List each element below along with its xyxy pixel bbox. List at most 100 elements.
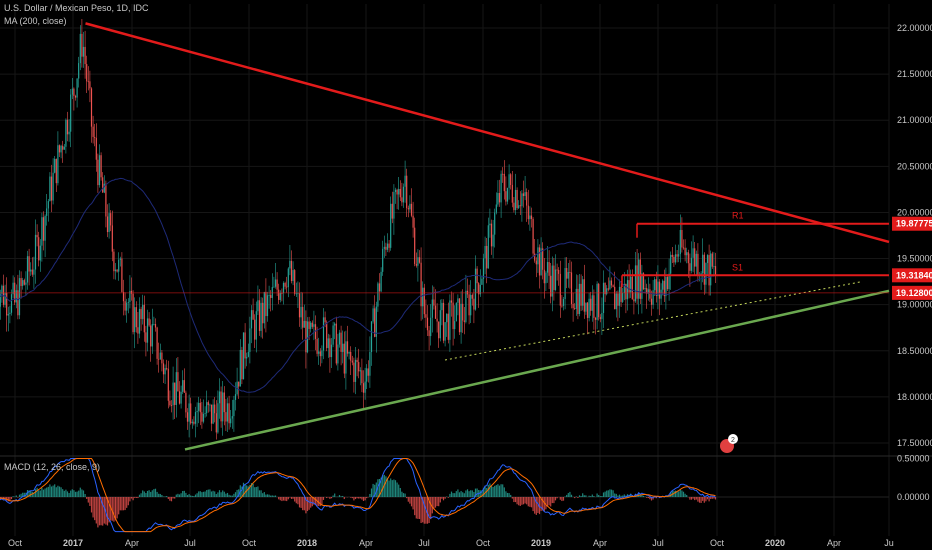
macd-histogram-bar [612,490,614,497]
macd-histogram-bar [524,497,526,504]
macd-tick-label: 0.00000 [897,492,930,502]
macd-histogram-bar [12,496,14,497]
dotted-trendline [444,281,863,361]
candle-body [378,283,381,292]
candle-body [214,404,216,414]
candle-body [545,272,547,284]
candle-body [583,279,585,312]
candle-body [199,402,201,413]
candle-body [153,324,155,325]
candle-body [239,349,241,387]
macd-histogram-bar [615,493,617,497]
macd-histogram-bar [308,497,310,510]
macd-histogram-bar [41,487,43,497]
candle-body [324,317,326,323]
macd-histogram-bar [298,497,301,508]
macd-histogram-bar [228,494,230,497]
candle-body [439,310,441,339]
time-tick-label: 2019 [531,538,551,548]
macd-histogram-bar [290,497,293,499]
macd-histogram-bar [545,497,547,510]
macd-histogram-bar [18,494,21,497]
candle-body [598,283,600,318]
candle-body [33,269,35,275]
time-tick-label: 2018 [297,538,317,548]
candle-body [70,94,72,132]
macd-histogram-bar [510,494,512,497]
macd-histogram-bar [207,489,209,497]
macd-histogram-bar [476,488,478,497]
macd-histogram-bar [161,494,163,497]
time-axis[interactable]: Oct 2017 Apr Jul Oct 2018 Apr Jul Oct 2019 Apr Jul O… [8,538,894,548]
macd-histogram-bar [457,489,459,497]
event-badge[interactable]: 2 [720,434,738,453]
macd-histogram-bar [167,497,169,499]
candle-body [172,382,174,406]
candle-body [354,359,357,382]
macd-histogram-bar [578,495,581,497]
macd-histogram-bar [503,487,505,497]
price-tag-box [892,268,932,283]
macd-histogram-bar [54,484,56,497]
candle-body [578,283,581,315]
candle-body [234,394,237,400]
candle-body [302,306,304,328]
candle-body [454,321,456,330]
candle-body [41,217,43,246]
macd-histogram-bar [340,496,342,497]
time-tick-label: 2020 [765,538,785,548]
macd-histogram-bar [137,497,139,499]
macd-histogram-bar [482,488,485,497]
macd-histogram-bar [263,492,265,497]
horizontal-levels[interactable]: R1 S1 [0,211,889,294]
macd-histogram-bar [20,493,22,497]
macd-histogram-bar [535,497,537,515]
candle-body [209,404,211,406]
candle-body [575,288,577,309]
candle-body [340,332,342,352]
r1-label: R1 [732,211,744,221]
macd-histogram-bar [119,497,121,511]
candle-body [306,321,309,353]
macd-histogram-bar [118,497,120,515]
price-axis[interactable]: 22.00000 21.50000 21.00000 20.50000 20.00000… [892,23,932,502]
macd-histogram-bar [386,477,389,497]
macd-histogram-bar [169,497,171,501]
time-tick-label: Oct [710,538,725,548]
macd-histogram-bar [359,497,361,499]
candle-body [641,273,643,299]
candle-body [602,282,605,313]
candle-body [254,319,256,340]
candle-body [6,292,8,316]
macd-histogram-bar [618,494,621,497]
macd-histogram-bar [73,490,75,497]
candle-body [215,413,217,433]
macd-histogram-bar [145,492,147,497]
candle-body [164,368,166,375]
macd-histogram-bar [4,497,6,499]
candle-body [15,290,17,303]
candle-body [450,300,453,303]
macd-histogram-bar [132,497,134,501]
candle-body [366,368,368,382]
macd-histogram-bar [65,489,67,497]
macd-histogram-bar [580,495,582,497]
macd-histogram-bar [630,493,632,497]
macd-histogram-bar [183,490,185,497]
candle-body [449,300,451,340]
candle-body [338,332,341,345]
candle-body [420,262,422,307]
candle-body [319,351,321,357]
macd-histogram-bar [694,497,696,501]
candle-body [681,230,683,248]
trendlines[interactable] [85,22,890,451]
candle-body [122,291,125,302]
macd-histogram-bar [92,497,94,518]
macd-histogram-bar [354,497,357,500]
candle-body [604,282,606,295]
macd-histogram-bar [380,477,382,497]
macd-histogram-bar [484,486,486,497]
macd-histogram-bar [318,497,320,507]
candle-body [282,282,285,294]
